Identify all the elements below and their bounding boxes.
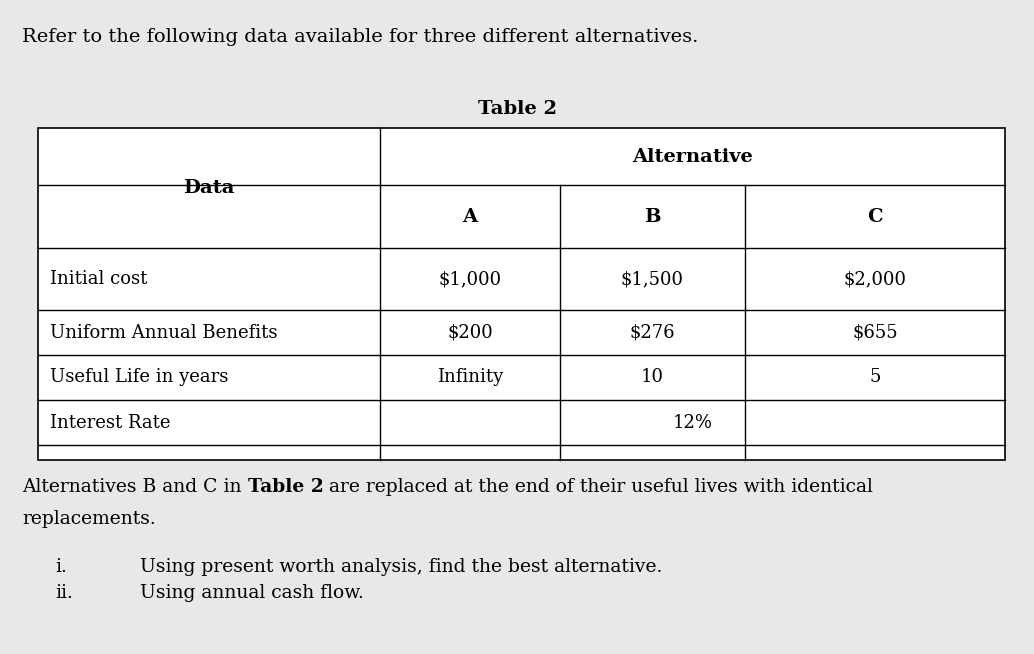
Text: $1,000: $1,000 [438, 270, 501, 288]
Text: 10: 10 [641, 368, 664, 387]
Text: 5: 5 [870, 368, 881, 387]
Text: $1,500: $1,500 [621, 270, 685, 288]
Text: replacements.: replacements. [22, 510, 156, 528]
Text: Refer to the following data available for three different alternatives.: Refer to the following data available fo… [22, 28, 698, 46]
Text: Interest Rate: Interest Rate [50, 413, 171, 432]
Text: 12%: 12% [672, 413, 712, 432]
Text: Uniform Annual Benefits: Uniform Annual Benefits [50, 324, 277, 341]
Text: $276: $276 [630, 324, 675, 341]
Text: are replaced at the end of their useful lives with identical: are replaced at the end of their useful … [324, 478, 873, 496]
Text: Table 2: Table 2 [247, 478, 324, 496]
Text: $655: $655 [852, 324, 898, 341]
Text: A: A [462, 207, 478, 226]
Text: Alternative: Alternative [632, 148, 753, 165]
Text: Alternatives B and C in: Alternatives B and C in [22, 478, 247, 496]
Text: C: C [868, 207, 883, 226]
Text: Useful Life in years: Useful Life in years [50, 368, 229, 387]
Text: Data: Data [183, 179, 235, 197]
Bar [38, 128, 1005, 460]
Text: $2,000: $2,000 [844, 270, 907, 288]
Text: i.: i. [55, 558, 67, 576]
Text: ii.: ii. [55, 584, 72, 602]
Text: Infinity: Infinity [437, 368, 504, 387]
Text: B: B [644, 207, 661, 226]
Text: Using annual cash flow.: Using annual cash flow. [140, 584, 364, 602]
Text: Using present worth analysis, find the best alternative.: Using present worth analysis, find the b… [140, 558, 663, 576]
Text: Initial cost: Initial cost [50, 270, 148, 288]
Text: Table 2: Table 2 [478, 100, 556, 118]
Text: $200: $200 [447, 324, 493, 341]
